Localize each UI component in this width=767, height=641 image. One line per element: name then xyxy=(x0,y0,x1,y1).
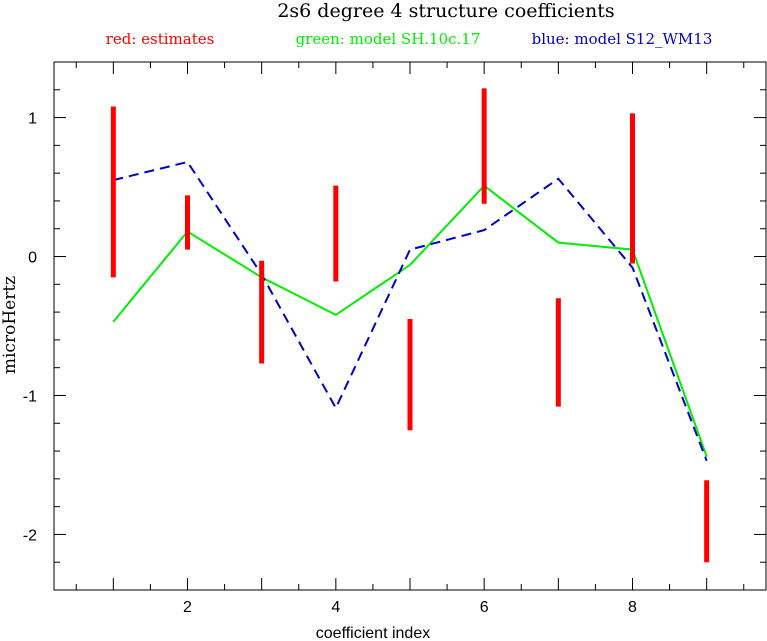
y-axis-label: microHertz xyxy=(0,276,20,374)
axis-ticks: 2 4 6 810-1-2 xyxy=(23,61,766,616)
x-tick-label: 2 xyxy=(183,599,192,616)
legend-entry: red: estimates xyxy=(106,30,215,48)
y-tick-label: -1 xyxy=(23,388,37,405)
y-tick-label: -2 xyxy=(23,527,37,544)
legend-entry: green: model SH.10c.17 xyxy=(296,30,481,48)
x-tick-label: 8 xyxy=(628,599,637,616)
y-tick-label: 1 xyxy=(28,111,37,128)
legend: red: estimates green: model SH.10c.17 blue… xyxy=(106,30,713,48)
chart-title: 2s6 degree 4 structure coefficients xyxy=(277,0,614,22)
series-layer xyxy=(112,160,708,462)
x-tick-label: 4 xyxy=(331,599,340,616)
y-tick-label: 0 xyxy=(28,250,37,267)
x-tick-label: 6 xyxy=(480,599,489,616)
series-line xyxy=(112,184,708,457)
series-line xyxy=(113,160,708,462)
legend-entry: blue: model S12_WM13 xyxy=(532,30,713,48)
x-axis-label: coefficient index xyxy=(316,625,430,641)
estimates-layer xyxy=(110,88,710,563)
